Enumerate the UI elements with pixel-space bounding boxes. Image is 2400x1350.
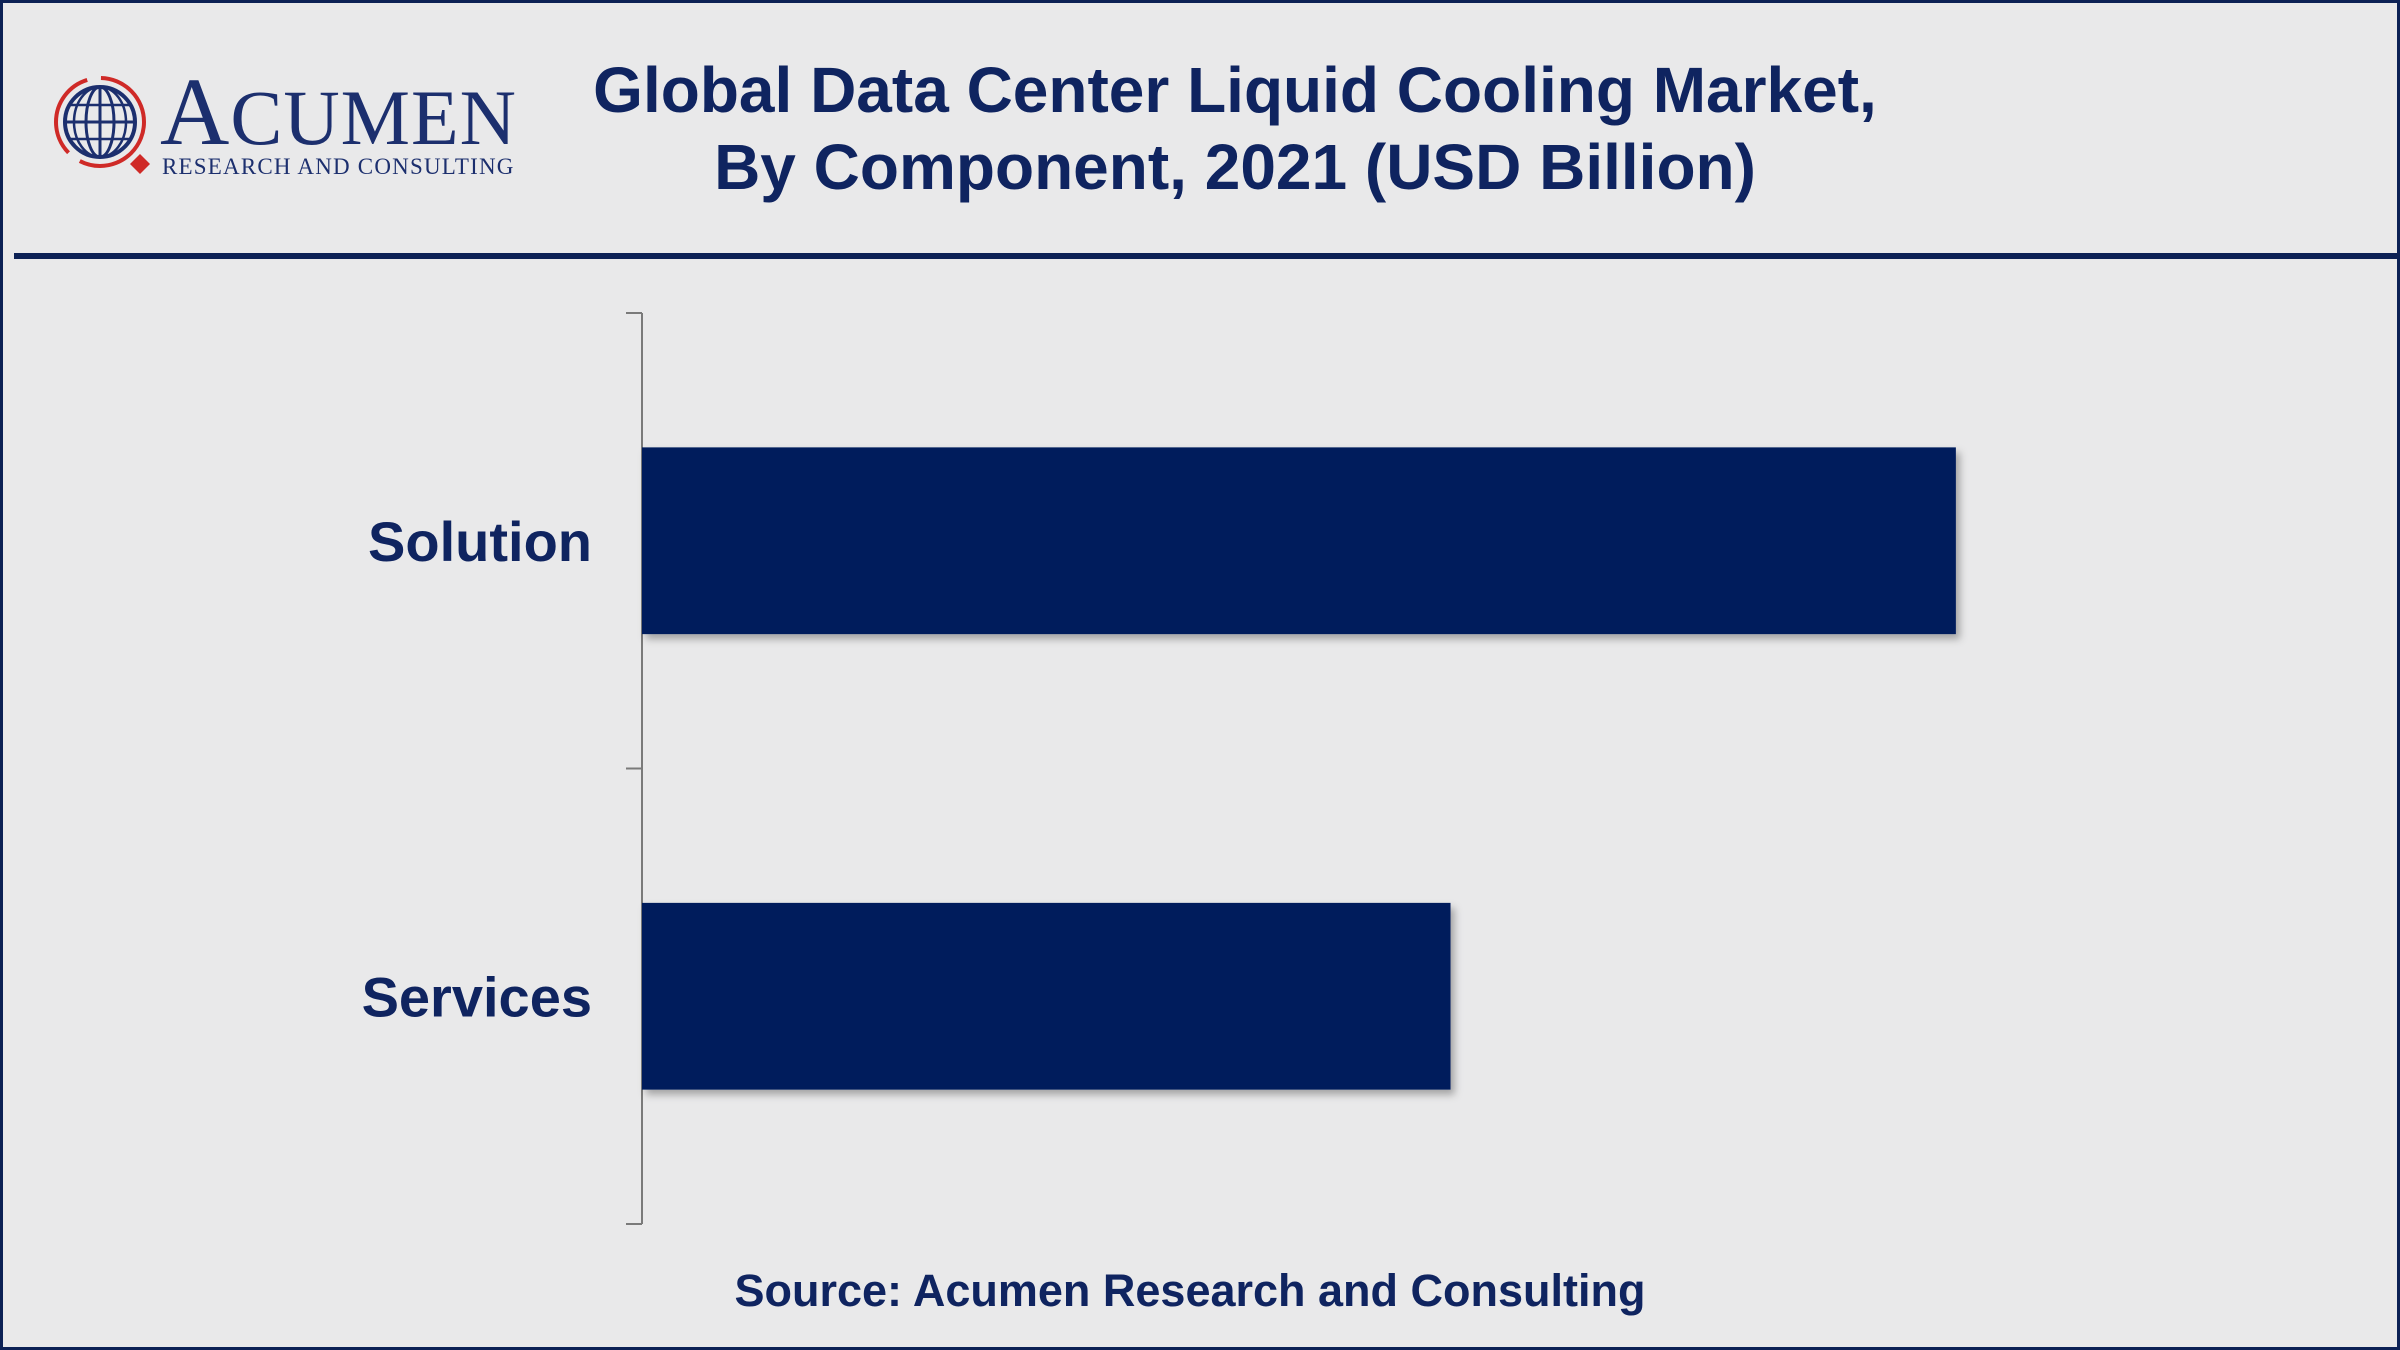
source-note: Source: Acumen Research and Consulting — [734, 1265, 1646, 1316]
acumen-logo: ACUMEN RESEARCH AND CONSULTING — [48, 62, 516, 192]
category-label-services: Services — [362, 965, 592, 1028]
logo-tagline: RESEARCH AND CONSULTING — [162, 154, 515, 179]
globe-icon — [54, 76, 150, 174]
header-divider — [14, 253, 2400, 259]
title-line-2: By Component, 2021 (USD Billion) — [714, 131, 1756, 203]
title-line-1: Global Data Center Liquid Cooling Market… — [593, 54, 1877, 126]
bar-services — [642, 902, 1451, 1090]
bar-solution — [642, 447, 1956, 635]
logo-wordmark: ACUMEN — [160, 58, 518, 165]
chart-title: Global Data Center Liquid Cooling Market… — [520, 52, 1950, 206]
category-label-solution: Solution — [368, 510, 592, 573]
